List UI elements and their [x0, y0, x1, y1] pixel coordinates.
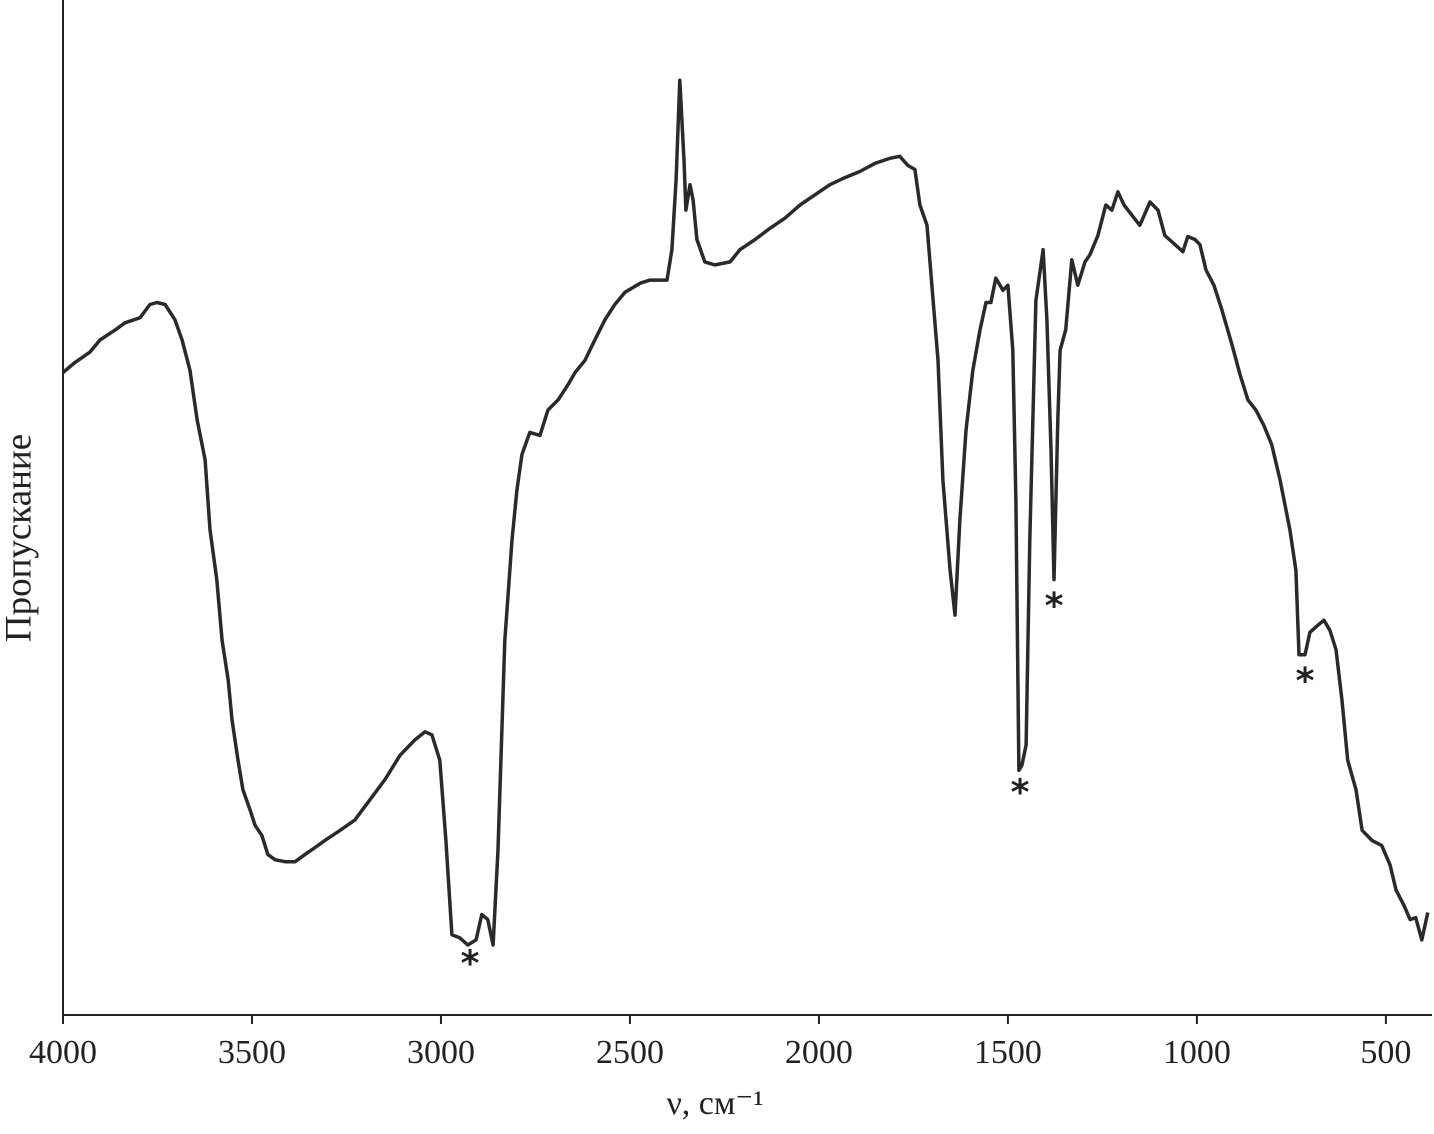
spectrum-line: [61, 78, 1430, 947]
x-tick-label: 3500: [218, 1034, 286, 1071]
x-axis-label: ν, см⁻¹: [666, 1085, 763, 1122]
peak-marker: *: [1296, 661, 1315, 702]
peak-marker: *: [1045, 586, 1064, 627]
x-tick-label: 4000: [29, 1034, 97, 1071]
peak-marker: *: [461, 943, 480, 984]
x-tick-label: 2000: [785, 1034, 853, 1071]
x-tick-label: 2500: [596, 1034, 664, 1071]
x-tick-label: 1500: [974, 1034, 1042, 1071]
peak-marker: *: [1011, 773, 1030, 814]
x-tick-label: 3000: [407, 1034, 475, 1071]
x-tick-label: 1000: [1163, 1034, 1231, 1071]
y-axis-label: Пропускание: [0, 434, 39, 642]
x-tick-label: 500: [1360, 1034, 1411, 1071]
